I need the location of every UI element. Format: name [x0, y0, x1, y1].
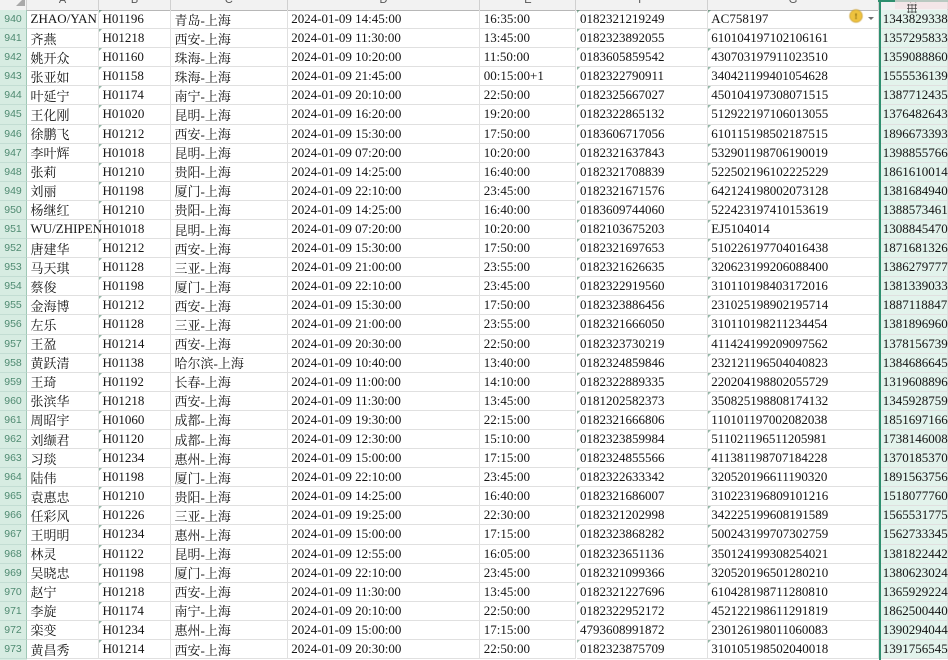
svg-text:!: !: [855, 12, 858, 21]
